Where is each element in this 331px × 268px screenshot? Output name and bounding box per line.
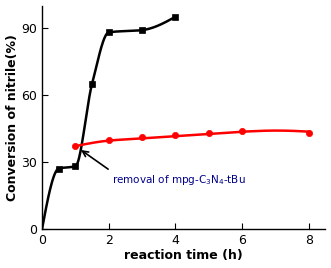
X-axis label: reaction time (h): reaction time (h) [124,250,243,262]
Text: removal of mpg-C$_3$N$_4$-tBu: removal of mpg-C$_3$N$_4$-tBu [112,173,246,187]
Y-axis label: Conversion of nitrile(%): Conversion of nitrile(%) [6,34,19,201]
